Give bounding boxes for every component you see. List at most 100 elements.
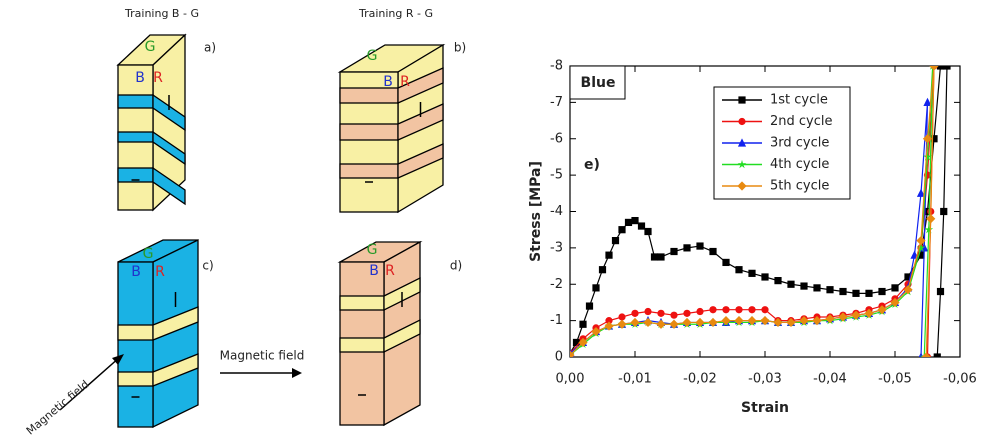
band-front <box>340 88 398 103</box>
arrow-label: Magnetic field <box>220 349 305 363</box>
marker <box>774 277 781 284</box>
marker <box>852 290 859 297</box>
panel-header: Training B - G <box>124 7 199 20</box>
axis-letter: G <box>367 242 378 258</box>
x-tick-label: -0,05 <box>878 372 912 387</box>
y-axis-label: Stress [MPa] <box>528 161 544 262</box>
panel-label: c) <box>202 259 213 273</box>
marker <box>934 353 941 360</box>
marker <box>638 222 645 229</box>
marker <box>748 270 755 277</box>
marker <box>926 214 935 223</box>
y-tick-label: -2 <box>550 277 563 292</box>
y-tick-label: -7 <box>550 95 563 110</box>
marker <box>657 310 664 317</box>
y-tick-label: -5 <box>550 168 563 183</box>
annotation: Blue <box>581 75 616 91</box>
band-front <box>340 164 398 178</box>
marker <box>865 290 872 297</box>
marker <box>657 253 664 260</box>
marker <box>761 273 768 280</box>
marker <box>761 306 768 313</box>
marker <box>644 228 651 235</box>
panel-header: Training R - G <box>358 7 433 20</box>
axis-letter: G <box>143 246 154 262</box>
marker <box>722 259 729 266</box>
x-tick-label: -0,06 <box>943 372 977 387</box>
chart: 0,00-0,01-0,02-0,03-0,04-0,05-0,060-1-2-… <box>528 59 977 417</box>
marker <box>709 306 716 313</box>
marker <box>826 286 833 293</box>
x-tick-label: -0,03 <box>748 372 782 387</box>
legend-label: 2nd cycle <box>770 114 833 129</box>
marker <box>644 308 651 315</box>
axis-letter: G <box>367 48 378 64</box>
panel-label: d) <box>450 259 462 273</box>
marker <box>748 306 755 313</box>
marker <box>631 217 638 224</box>
marker <box>813 284 820 291</box>
arrow-head <box>292 368 302 378</box>
x-axis-label: Strain <box>741 400 789 416</box>
legend-label: 1st cycle <box>770 93 828 108</box>
legend-marker <box>738 96 745 103</box>
band-front <box>340 338 384 352</box>
y-tick-label: -4 <box>550 204 563 219</box>
legend-label: 5th cycle <box>770 179 829 194</box>
marker <box>922 352 931 361</box>
band-front <box>340 296 384 310</box>
marker <box>625 219 632 226</box>
y-tick-label: -3 <box>550 240 563 255</box>
marker <box>709 248 716 255</box>
band-front <box>340 124 398 140</box>
band-front <box>118 132 153 142</box>
marker <box>670 312 677 319</box>
annotation: e) <box>584 157 600 173</box>
marker <box>891 284 898 291</box>
y-tick-label: -1 <box>550 313 563 328</box>
y-tick-label: -6 <box>550 131 563 146</box>
marker <box>579 321 586 328</box>
marker <box>839 288 846 295</box>
axis-letter: R <box>385 263 395 279</box>
axis-letter: G <box>145 39 156 55</box>
legend-label: 3rd cycle <box>770 136 829 151</box>
marker <box>612 237 619 244</box>
marker <box>586 302 593 309</box>
y-tick-label: 0 <box>555 350 563 365</box>
band-front <box>118 95 153 108</box>
panel-label: b) <box>454 41 466 55</box>
axis-letter: B <box>383 74 393 90</box>
marker <box>618 226 625 233</box>
axis-letter: R <box>153 70 163 86</box>
marker <box>618 313 625 320</box>
marker <box>683 244 690 251</box>
y-tick-label: -8 <box>550 59 563 74</box>
x-tick-label: -0,02 <box>683 372 717 387</box>
marker <box>592 284 599 291</box>
marker <box>643 318 652 327</box>
x-tick-label: -0,04 <box>813 372 847 387</box>
marker <box>735 266 742 273</box>
marker <box>722 306 729 313</box>
band-front <box>118 372 153 386</box>
axis-letter: B <box>131 264 141 280</box>
marker <box>735 306 742 313</box>
axis-letter: R <box>400 74 410 90</box>
axis-letter: B <box>135 70 145 86</box>
marker <box>670 248 677 255</box>
marker <box>651 253 658 260</box>
marker <box>940 208 947 215</box>
marker <box>696 308 703 315</box>
marker <box>787 281 794 288</box>
legend-marker <box>738 118 745 125</box>
band-front <box>118 325 153 340</box>
marker <box>656 320 665 329</box>
marker <box>878 288 885 295</box>
figure: GBRa)GBRb)GBRc)GBRd)Training B - GTraini… <box>0 0 988 447</box>
marker <box>683 310 690 317</box>
